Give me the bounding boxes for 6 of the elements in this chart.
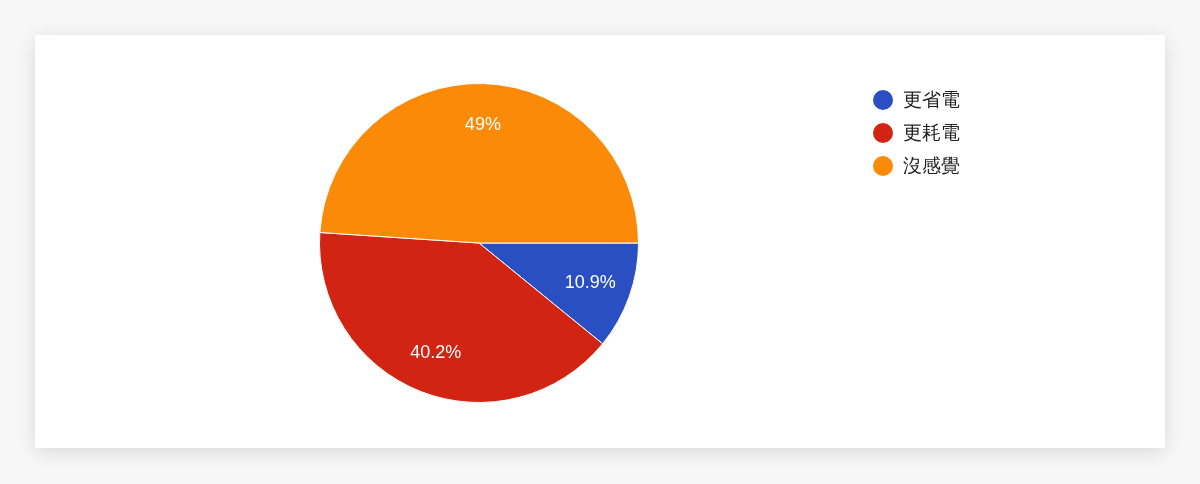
legend-label: 更耗電 [903, 119, 960, 145]
data-label: 40.2% [410, 341, 462, 362]
data-label: 10.9% [564, 271, 616, 292]
data-label: 49% [464, 114, 501, 134]
legend-label: 沒感覺 [903, 152, 960, 178]
legend-label: 更省電 [903, 86, 960, 112]
